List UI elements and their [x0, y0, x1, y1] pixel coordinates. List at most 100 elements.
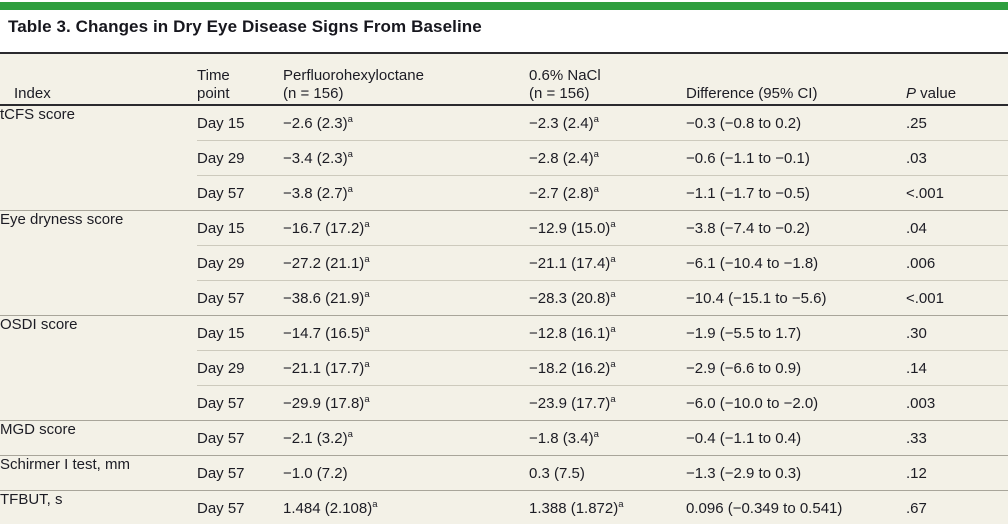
difference-ci-cell: 0.096 (−0.349 to 0.541): [686, 490, 906, 524]
footnote-marker: a: [347, 428, 353, 440]
time-point-cell: Day 57: [197, 455, 283, 491]
dry-eye-signs-table: Index Time point Perfluorohexyloctane (n = 1…: [0, 52, 1008, 524]
difference-ci-cell: −1.1 (−1.7 to −0.5): [686, 175, 906, 211]
perfluorohexyloctane-value-cell: −27.2 (21.1)a: [283, 245, 529, 281]
footnote-marker: a: [610, 393, 616, 405]
table-row: Eye dryness score Day 15 −16.7 (17.2)a −12.…: [0, 210, 1008, 316]
nacl-value-cell: −18.2 (16.2)a: [529, 350, 686, 386]
table-row: Day 29 −3.4 (2.3)a −2.8 (2.4)a −0.6 (−1.1 t…: [0, 140, 1008, 176]
perfluorohexyloctane-value-cell: −21.1 (17.7)a: [283, 350, 529, 386]
nacl-value-cell: −2.8 (2.4)a: [529, 140, 686, 176]
footnote-marker: a: [593, 183, 599, 195]
perfluorohexyloctane-value-cell: −3.8 (2.7)a: [283, 175, 529, 211]
time-point-cell: Day 29: [197, 350, 283, 386]
index-cell: TFBUT, s: [0, 490, 197, 524]
perfluorohexyloctane-value-cell: −3.4 (2.3)a: [283, 140, 529, 176]
time-point-cell: Day 15: [197, 210, 283, 246]
footnote-marker: a: [364, 253, 370, 265]
time-point-cell: Day 57: [197, 420, 283, 456]
p-value-cell: .25: [906, 114, 927, 132]
table-row: Day 29 −27.2 (21.1)a −21.1 (17.4)a −6.1 (−1…: [0, 245, 1008, 281]
difference-ci-cell: −1.9 (−5.5 to 1.7): [686, 315, 906, 351]
column-header-perfluorohexyloctane: Perfluorohexyloctane (n = 156): [283, 52, 529, 106]
table-row: Day 57 −29.9 (17.8)a −23.9 (17.7)a −6.0 (−1…: [0, 385, 1008, 421]
column-header-p-value: P value: [906, 52, 1008, 106]
footnote-marker: a: [364, 358, 370, 370]
footnote-marker: a: [347, 148, 353, 160]
footnote-marker: a: [372, 498, 378, 510]
nacl-value-cell: −12.9 (15.0)a: [529, 210, 686, 246]
time-point-cell: Day 15: [197, 114, 245, 132]
nacl-value-cell: −2.3 (2.4)a: [529, 113, 599, 132]
difference-ci-cell: −2.9 (−6.6 to 0.9): [686, 350, 906, 386]
nacl-value-cell: −1.8 (3.4)a: [529, 420, 686, 456]
p-value-cell: .04: [906, 210, 1008, 246]
footnote-marker: a: [593, 148, 599, 160]
p-value-cell: .006: [906, 245, 1008, 281]
perfluorohexyloctane-value-cell: −29.9 (17.8)a: [283, 385, 529, 421]
time-point-cell: Day 57: [197, 490, 283, 524]
perfluorohexyloctane-value-cell: −16.7 (17.2)a: [283, 210, 529, 246]
perfluorohexyloctane-value-cell: −14.7 (16.5)a: [283, 315, 529, 351]
p-value-cell: .12: [906, 455, 1008, 491]
time-point-cell: Day 29: [197, 140, 283, 176]
nacl-value-cell: −12.8 (16.1)a: [529, 315, 686, 351]
index-cell: Schirmer I test, mm: [0, 455, 197, 491]
index-cell: Eye dryness score: [0, 210, 197, 316]
time-point-cell: Day 29: [197, 245, 283, 281]
difference-ci-cell: −0.6 (−1.1 to −0.1): [686, 140, 906, 176]
footnote-marker: a: [364, 218, 370, 230]
perfluorohexyloctane-value-cell: −1.0 (7.2): [283, 455, 529, 491]
p-value-cell: .14: [906, 350, 1008, 386]
difference-ci-cell: −0.3 (−0.8 to 0.2): [686, 114, 802, 132]
p-value-cell: <.001: [906, 175, 1008, 211]
nacl-value-cell: 0.3 (7.5): [529, 455, 686, 491]
column-header-time-point: Time point: [197, 52, 283, 106]
p-value-cell: .30: [906, 315, 1008, 351]
accent-bar: [0, 2, 1008, 10]
column-header-nacl: 0.6% NaCl (n = 156): [529, 52, 686, 106]
perfluorohexyloctane-value-cell: −2.1 (3.2)a: [283, 420, 529, 456]
table-row: Day 29 −21.1 (17.7)a −18.2 (16.2)a −2.9 (−6…: [0, 350, 1008, 386]
table-row: Schirmer I test, mm Day 57 −1.0 (7.2) 0.3 (…: [0, 455, 1008, 491]
time-point-cell: Day 57: [197, 280, 283, 316]
footnote-marker: a: [593, 113, 599, 125]
nacl-value-cell: −28.3 (20.8)a: [529, 280, 686, 316]
footnote-marker: a: [364, 323, 370, 335]
footnote-marker: a: [618, 498, 624, 510]
footnote-marker: a: [347, 113, 353, 125]
difference-ci-cell: −6.0 (−10.0 to −2.0): [686, 385, 906, 421]
table-row: TFBUT, s Day 57 1.484 (2.108)a 1.388 (1.872…: [0, 490, 1008, 524]
perfluorohexyloctane-value-cell: −38.6 (21.9)a: [283, 280, 529, 316]
p-value-cell: .03: [906, 140, 1008, 176]
footnote-marker: a: [610, 218, 616, 230]
nacl-value-cell: −23.9 (17.7)a: [529, 385, 686, 421]
p-value-cell: <.001: [906, 280, 1008, 316]
index-cell: MGD score: [0, 420, 197, 456]
table-row: MGD score Day 57 −2.1 (3.2)a −1.8 (3.4)a −0.…: [0, 420, 1008, 456]
nacl-value-cell: −21.1 (17.4)a: [529, 245, 686, 281]
nacl-value-cell: 1.388 (1.872)a: [529, 490, 686, 524]
time-point-cell: Day 57: [197, 385, 283, 421]
table-row: Day 57 −38.6 (21.9)a −28.3 (20.8)a −10.4 (−…: [0, 280, 1008, 316]
footnote-marker: a: [364, 393, 370, 405]
header-row: Index Time point Perfluorohexyloctane (n = 1…: [0, 52, 1008, 106]
difference-ci-cell: −10.4 (−15.1 to −5.6): [686, 280, 906, 316]
perfluorohexyloctane-value-cell: 1.484 (2.108)a: [283, 490, 529, 524]
time-point-cell: Day 57: [197, 175, 283, 211]
footnote-marker: a: [347, 183, 353, 195]
footnote-marker: a: [610, 323, 616, 335]
table-row: tCFS score Day 15 −2.6 (2.3)a −2.3 (2.4)a −0…: [0, 105, 1008, 141]
perfluorohexyloctane-value-cell: −2.6 (2.3)a: [283, 113, 353, 132]
footnote-marker: a: [593, 428, 599, 440]
index-cell: OSDI score: [0, 315, 197, 421]
difference-ci-cell: −6.1 (−10.4 to −1.8): [686, 245, 906, 281]
table-body: tCFS score Day 15 −2.6 (2.3)a −2.3 (2.4)a −0…: [0, 105, 1008, 524]
footnote-marker: a: [610, 358, 616, 370]
footnote-marker: a: [364, 288, 370, 300]
table-row: OSDI score Day 15 −14.7 (16.5)a −12.8 (16.1…: [0, 315, 1008, 421]
p-value-cell: .67: [906, 490, 1008, 524]
difference-ci-cell: −0.4 (−1.1 to 0.4): [686, 420, 906, 456]
difference-ci-cell: −1.3 (−2.9 to 0.3): [686, 455, 906, 491]
